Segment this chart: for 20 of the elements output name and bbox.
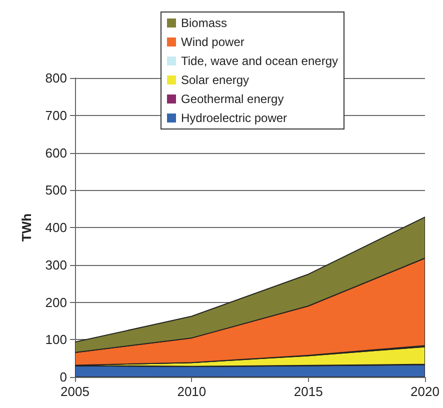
y-tick-label: 500 [45,182,67,198]
legend-label: Solar energy [181,73,250,87]
x-tick-label: 2005 [60,384,90,399]
y-tick-label: 0 [60,370,67,384]
y-tick-label: 400 [45,220,67,235]
y-tick-label: 200 [45,294,67,310]
legend-label: Tide, wave and ocean energy [181,54,338,68]
legend-label: Biomass [181,16,228,30]
x-tick-label: 2010 [177,384,206,399]
y-axis-title: TWh [19,213,34,242]
legend-label: Hydroelectric power [181,111,288,125]
x-tick-label: 2015 [294,384,323,399]
y-tick-label: 600 [45,145,67,160]
x-tick-label: 2020 [410,384,440,399]
y-tick-label: 300 [45,257,67,272]
y-tick-label: 700 [45,108,67,123]
legend-label: Wind power [181,35,244,49]
legend-label: Geothermal energy [181,92,284,106]
y-tick-label: 100 [45,332,67,348]
y-tick-label: 800 [45,70,67,86]
